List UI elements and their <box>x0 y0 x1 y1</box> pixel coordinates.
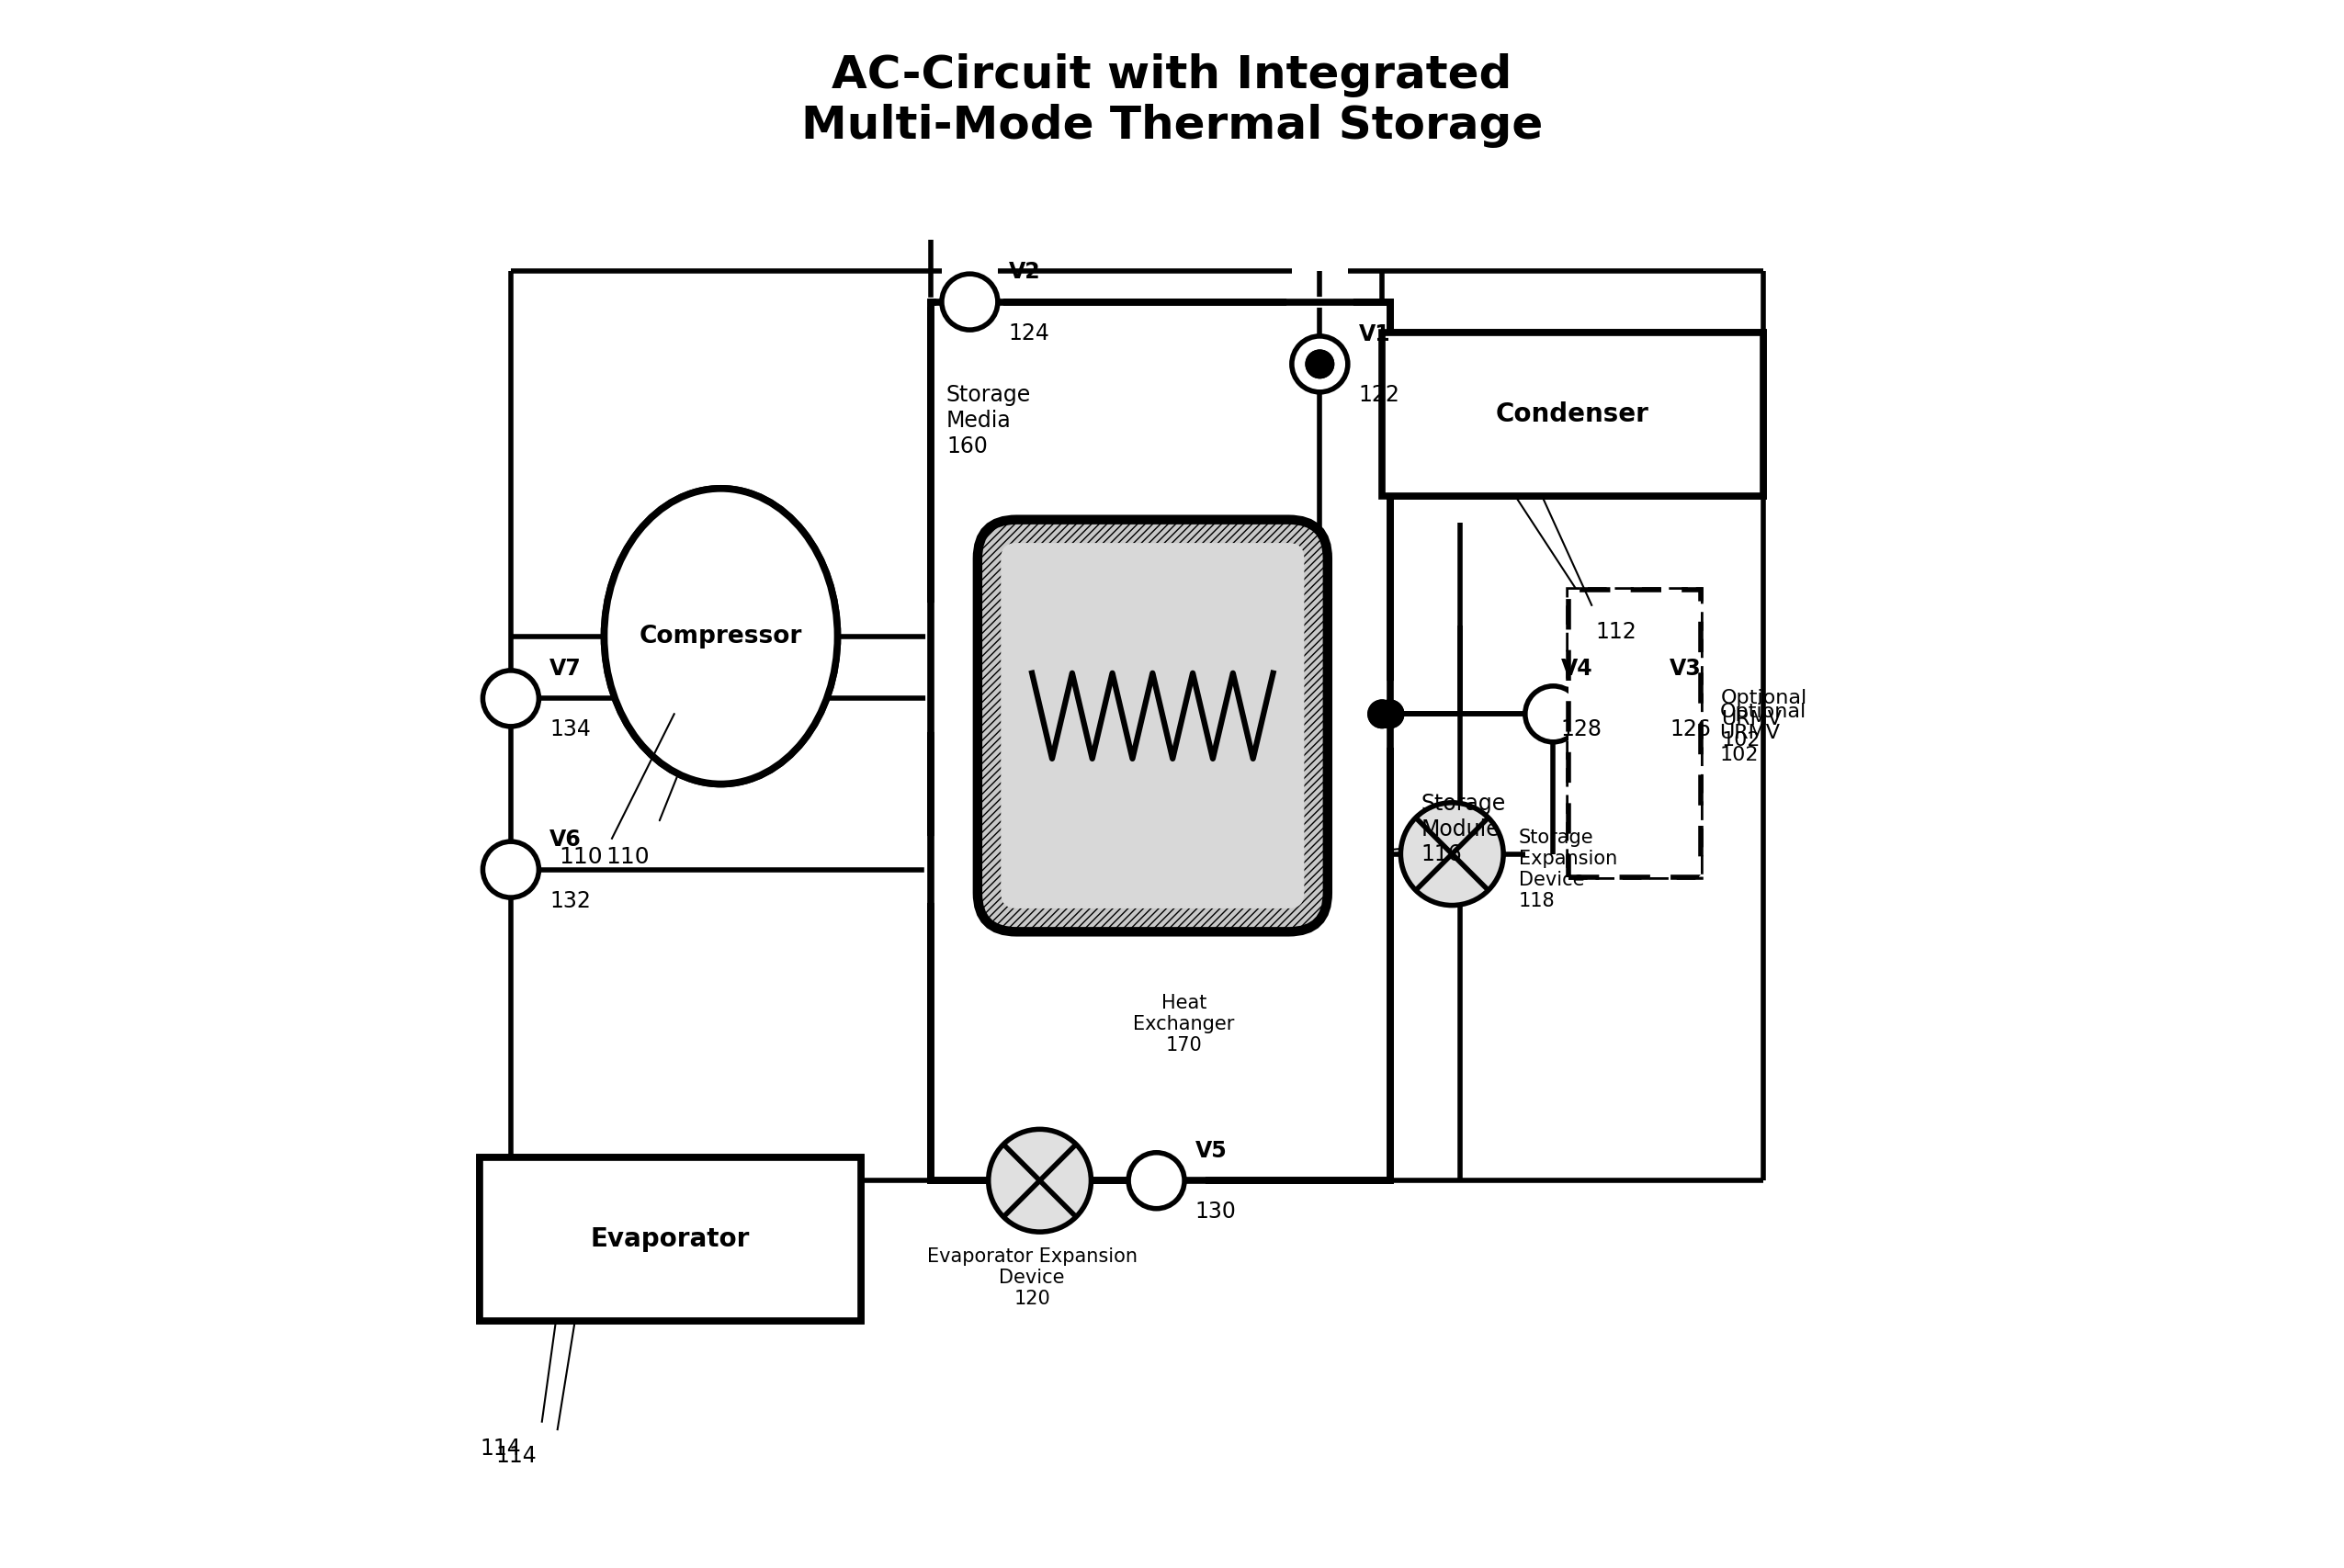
Ellipse shape <box>605 489 837 784</box>
Bar <box>1383 332 1763 497</box>
Circle shape <box>483 671 539 726</box>
Text: 112: 112 <box>1596 621 1636 643</box>
Text: Condenser: Condenser <box>1495 401 1650 428</box>
Text: V7: V7 <box>551 657 581 681</box>
Text: 126: 126 <box>1669 718 1711 740</box>
Text: 134: 134 <box>551 718 591 740</box>
FancyBboxPatch shape <box>977 519 1327 931</box>
Text: Optional
URMV
102: Optional URMV 102 <box>1720 688 1807 750</box>
Circle shape <box>1634 687 1690 742</box>
Text: Heat
Exchanger
170: Heat Exchanger 170 <box>1132 994 1235 1055</box>
Text: Optional
URMV
102: Optional URMV 102 <box>1720 702 1807 764</box>
Bar <box>931 303 1390 1181</box>
Bar <box>931 303 1390 1181</box>
Text: Evaporator: Evaporator <box>591 1226 750 1251</box>
Text: V4: V4 <box>1561 657 1592 681</box>
Circle shape <box>942 274 999 329</box>
Text: 114: 114 <box>495 1446 537 1468</box>
Text: V5: V5 <box>1195 1140 1228 1162</box>
FancyBboxPatch shape <box>1001 543 1303 908</box>
Text: Evaporator: Evaporator <box>591 1226 750 1251</box>
Bar <box>481 1157 860 1320</box>
Text: Compressor: Compressor <box>640 624 802 648</box>
Circle shape <box>1306 350 1334 378</box>
Text: 114: 114 <box>481 1438 520 1460</box>
Text: Storage
Expansion
Device
118: Storage Expansion Device 118 <box>1519 828 1617 911</box>
Text: 112: 112 <box>1610 629 1653 651</box>
Circle shape <box>989 1129 1090 1232</box>
FancyBboxPatch shape <box>1013 554 1294 897</box>
Circle shape <box>1526 687 1582 742</box>
Circle shape <box>1292 336 1348 392</box>
Text: AC-Circuit with Integrated
Multi-Mode Thermal Storage: AC-Circuit with Integrated Multi-Mode Th… <box>802 53 1542 149</box>
Text: 132: 132 <box>551 889 591 913</box>
Text: Evaporator Expansion
Device
120: Evaporator Expansion Device 120 <box>926 1248 1137 1308</box>
Text: 122: 122 <box>1360 384 1399 406</box>
Text: V6: V6 <box>551 829 581 851</box>
Text: 110: 110 <box>558 847 602 869</box>
Bar <box>1568 590 1702 878</box>
Text: 110: 110 <box>605 847 649 869</box>
Circle shape <box>1127 1152 1184 1209</box>
Text: 128: 128 <box>1561 718 1603 740</box>
Ellipse shape <box>605 489 837 784</box>
Circle shape <box>1376 699 1404 728</box>
Text: 130: 130 <box>1195 1201 1238 1223</box>
Bar <box>931 303 1390 1181</box>
Text: Compressor: Compressor <box>640 624 802 648</box>
Text: Condenser: Condenser <box>1495 401 1650 428</box>
Text: V2: V2 <box>1008 262 1041 284</box>
Text: 124: 124 <box>1008 321 1050 343</box>
Circle shape <box>1369 699 1397 728</box>
Text: V1: V1 <box>1360 323 1390 345</box>
Text: Storage
Media
160: Storage Media 160 <box>947 384 1031 458</box>
Bar <box>481 1157 860 1320</box>
Bar <box>1383 332 1763 497</box>
Circle shape <box>483 842 539 897</box>
Circle shape <box>1376 699 1404 728</box>
Circle shape <box>1306 350 1334 378</box>
Bar <box>1568 590 1702 878</box>
FancyBboxPatch shape <box>1013 554 1294 897</box>
Circle shape <box>1369 699 1397 728</box>
FancyBboxPatch shape <box>977 519 1327 931</box>
Text: V3: V3 <box>1669 657 1702 681</box>
Circle shape <box>1402 803 1503 905</box>
Text: Storage
Module
116: Storage Module 116 <box>1420 792 1505 866</box>
